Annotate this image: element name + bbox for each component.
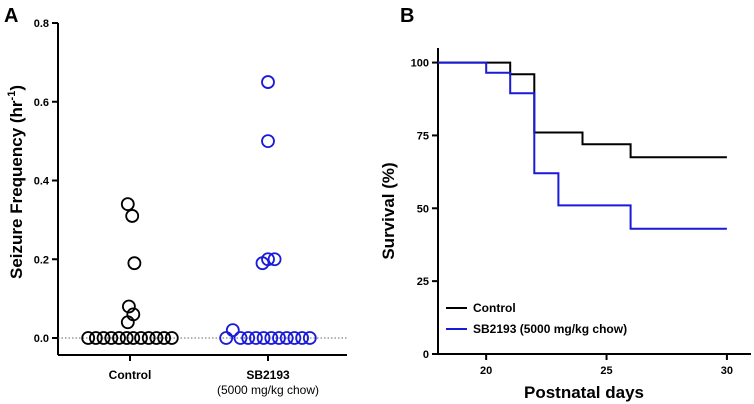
data-point-control bbox=[120, 315, 135, 330]
panel-a-category-control: Control bbox=[109, 368, 152, 382]
data-point-sb2193 bbox=[261, 75, 275, 89]
panel-a-scatter: A Seizure Frequency (hr-1) 0.00.20.40.60… bbox=[4, 5, 347, 397]
panel-b-y-tick-label: 100 bbox=[411, 58, 429, 70]
data-point-control bbox=[119, 331, 134, 345]
panel-b-survival: B Survival (%) Postnatal days 0 25 50 75 100… bbox=[379, 5, 751, 402]
data-point-sb2193 bbox=[261, 252, 275, 267]
data-point-sb2193 bbox=[287, 331, 302, 345]
data-point-control bbox=[126, 331, 141, 345]
panel-a-category-sb2193-sublabel: (5000 mg/kg chow) bbox=[217, 383, 319, 397]
panel-a-category-sb2193: SB2193 bbox=[246, 368, 290, 382]
data-point-control bbox=[125, 209, 140, 223]
data-point-sb2193 bbox=[256, 331, 271, 345]
panel-b-letter: B bbox=[400, 5, 414, 27]
panel-b-y-tick-label: 75 bbox=[417, 130, 429, 142]
data-point-sb2193 bbox=[261, 134, 275, 149]
survival-line-sb2193 bbox=[438, 61, 727, 230]
panel-b-x-tick-label: 30 bbox=[721, 365, 733, 377]
panel-a-y-tick-label: 0.4 bbox=[34, 176, 50, 188]
data-point-control bbox=[127, 256, 142, 271]
survival-line-control bbox=[438, 61, 727, 159]
data-point-sb2193 bbox=[272, 331, 286, 345]
data-point-sb2193 bbox=[267, 252, 282, 267]
panel-b-y-axis-label: Survival (%) bbox=[379, 162, 398, 259]
panel-a-y-tick-label: 0.8 bbox=[34, 18, 49, 30]
data-point-control bbox=[149, 331, 164, 345]
legend-label-sb2193: SB2193 (5000 mg/kg chow) bbox=[473, 322, 627, 336]
panel-a-y-label-sup: -1 bbox=[6, 91, 18, 101]
legend-label-control: Control bbox=[473, 301, 516, 315]
panel-b-series-lines bbox=[438, 61, 727, 230]
panel-b-x-ticks: 20 25 30 bbox=[480, 354, 733, 377]
data-point-control bbox=[134, 331, 148, 345]
panel-a-x-categories: Control SB2193 (5000 mg/kg chow) bbox=[109, 355, 319, 397]
panel-b-x-axis-label: Postnatal days bbox=[524, 383, 644, 402]
panel-b-y-ticks: 0 25 50 75 100 bbox=[411, 58, 438, 361]
data-point-control bbox=[89, 331, 103, 345]
panel-a-y-tick-label: 0.2 bbox=[34, 254, 49, 266]
data-point-sb2193 bbox=[295, 331, 310, 345]
panel-a-letter: A bbox=[4, 5, 18, 27]
data-point-control bbox=[120, 197, 135, 212]
data-point-control bbox=[112, 331, 126, 345]
data-point-sb2193 bbox=[225, 323, 240, 338]
data-point-control bbox=[121, 299, 136, 314]
data-point-control bbox=[157, 331, 172, 345]
panel-a-y-tick-label: 0.0 bbox=[34, 333, 49, 345]
data-point-control bbox=[141, 331, 156, 345]
panel-a-y-ticks: 0.0 0.2 0.4 0.6 0.8 bbox=[34, 18, 58, 345]
panel-a-y-label-main: Seizure Frequency (hr bbox=[7, 100, 26, 279]
panel-b-x-tick-label: 25 bbox=[600, 365, 612, 377]
panel-b-legend: Control SB2193 (5000 mg/kg chow) bbox=[446, 301, 627, 336]
panel-b-y-tick-label: 0 bbox=[423, 349, 429, 361]
panel-b-y-tick-label: 50 bbox=[417, 203, 429, 215]
data-point-control bbox=[81, 331, 96, 345]
panel-a-y-axis-label: Seizure Frequency (hr-1) bbox=[6, 85, 26, 279]
data-point-sb2193 bbox=[264, 331, 279, 345]
panel-a-points bbox=[81, 75, 317, 345]
data-point-control bbox=[96, 331, 111, 345]
data-point-control bbox=[164, 331, 179, 345]
data-point-control bbox=[104, 331, 119, 345]
panel-b-x-tick-label: 20 bbox=[480, 365, 492, 377]
panel-b-y-tick-label: 25 bbox=[417, 276, 429, 288]
panel-a-y-label-close: ) bbox=[7, 85, 26, 91]
data-point-sb2193 bbox=[248, 331, 263, 345]
data-point-sb2193 bbox=[279, 331, 294, 345]
data-point-sb2193 bbox=[241, 331, 256, 345]
data-point-sb2193 bbox=[302, 331, 317, 345]
data-point-sb2193 bbox=[219, 331, 234, 345]
data-point-sb2193 bbox=[233, 331, 248, 345]
panel-a-y-tick-label: 0.6 bbox=[34, 97, 49, 109]
